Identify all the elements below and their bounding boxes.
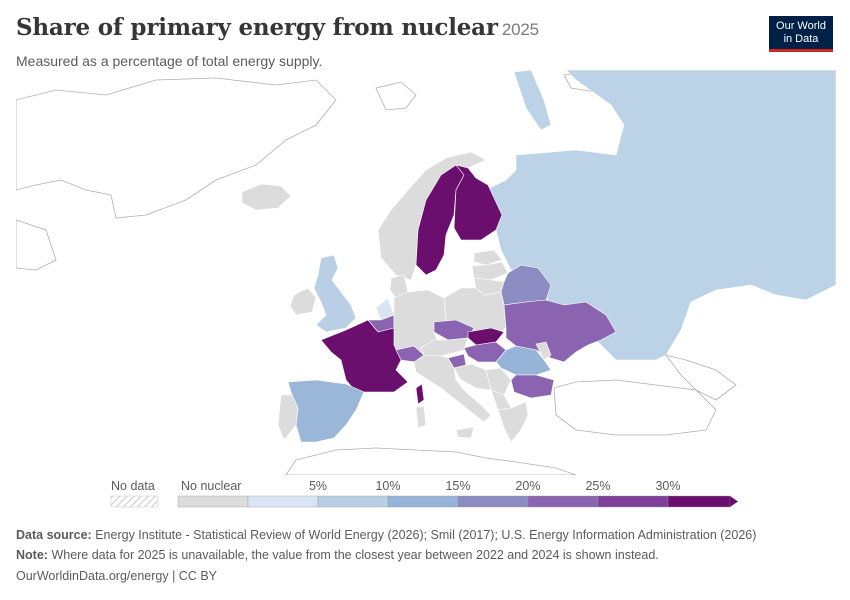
sardinia[interactable]	[415, 405, 427, 429]
ukraine[interactable]	[503, 299, 617, 363]
novaya-zemlya[interactable]	[513, 70, 552, 131]
legend-tick-label: 20%	[515, 479, 540, 493]
moldova[interactable]	[535, 341, 552, 361]
svalbard-outline	[375, 81, 417, 111]
iceland[interactable]	[241, 183, 292, 211]
spain[interactable]	[287, 379, 365, 443]
sicily[interactable]	[455, 426, 475, 439]
source-label: Data source:	[16, 528, 92, 542]
note-text: Where data for 2025 is unavailable, the …	[51, 548, 659, 562]
legend: No data No nuclear 5% 10% 15% 20% 25% 30%	[110, 479, 738, 508]
title-text: Share of primary energy from nuclear	[16, 14, 498, 41]
ireland[interactable]	[289, 287, 317, 316]
italy[interactable]	[413, 354, 492, 423]
legend-no-data-swatch[interactable]	[110, 495, 159, 508]
chart-title: Share of primary energy from nuclear 2025	[16, 14, 539, 41]
legend-bin[interactable]	[247, 495, 319, 508]
portugal[interactable]	[277, 394, 299, 441]
legend-no-nuclear-label: No nuclear	[181, 479, 241, 493]
legend-bin[interactable]	[667, 495, 731, 508]
legend-no-data-label: No data	[111, 479, 155, 493]
note-label: Note:	[16, 548, 48, 562]
france[interactable]	[320, 319, 409, 393]
sweden[interactable]	[415, 164, 465, 276]
finland[interactable]	[453, 164, 503, 241]
canada-outline	[16, 219, 57, 271]
russia[interactable]	[485, 70, 836, 361]
corsica[interactable]	[415, 383, 425, 405]
legend-bin[interactable]	[387, 495, 459, 508]
legend-bin[interactable]	[527, 495, 599, 508]
legend-ticks: 5% 10% 15% 20% 25% 30%	[309, 479, 681, 493]
greenland-outline	[16, 77, 337, 219]
caucasus-outline	[665, 354, 737, 401]
latvia[interactable]	[471, 261, 509, 281]
legend-bin[interactable]	[457, 495, 529, 508]
source-text: Energy Institute - Statistical Review of…	[95, 528, 757, 542]
estonia[interactable]	[473, 249, 503, 266]
north-africa-outline	[285, 447, 577, 475]
legend-tick-label: 30%	[655, 479, 680, 493]
serbia[interactable]	[485, 367, 512, 396]
title-year: 2025	[501, 20, 539, 39]
chart-subtitle: Measured as a percentage of total energy…	[16, 53, 323, 69]
legend-bin[interactable]	[597, 495, 669, 508]
logo-line1: Our World	[776, 20, 826, 32]
footer-source: Data source: Energy Institute - Statisti…	[16, 528, 756, 542]
legend-tick-label: 5%	[309, 479, 327, 493]
united-kingdom[interactable]	[313, 254, 357, 333]
legend-tick-label: 25%	[585, 479, 610, 493]
legend-tick-label: 15%	[445, 479, 470, 493]
legend-bin[interactable]	[317, 495, 389, 508]
legend-bins	[177, 495, 738, 508]
legend-tick-label: 10%	[375, 479, 400, 493]
owid-logo[interactable]: Our World in Data	[769, 16, 833, 52]
logo-line2: in Data	[783, 33, 819, 45]
greece[interactable]	[497, 401, 529, 443]
legend-arrow	[730, 496, 738, 507]
legend-bin[interactable]	[177, 495, 249, 508]
turkey-outline	[553, 379, 717, 436]
footer-note: Note: Where data for 2025 is unavailable…	[16, 548, 659, 562]
europe-map	[16, 70, 836, 475]
romania[interactable]	[495, 345, 552, 376]
bulgaria[interactable]	[510, 374, 555, 399]
footer-url[interactable]: OurWorldinData.org/energy | CC BY	[16, 569, 218, 583]
